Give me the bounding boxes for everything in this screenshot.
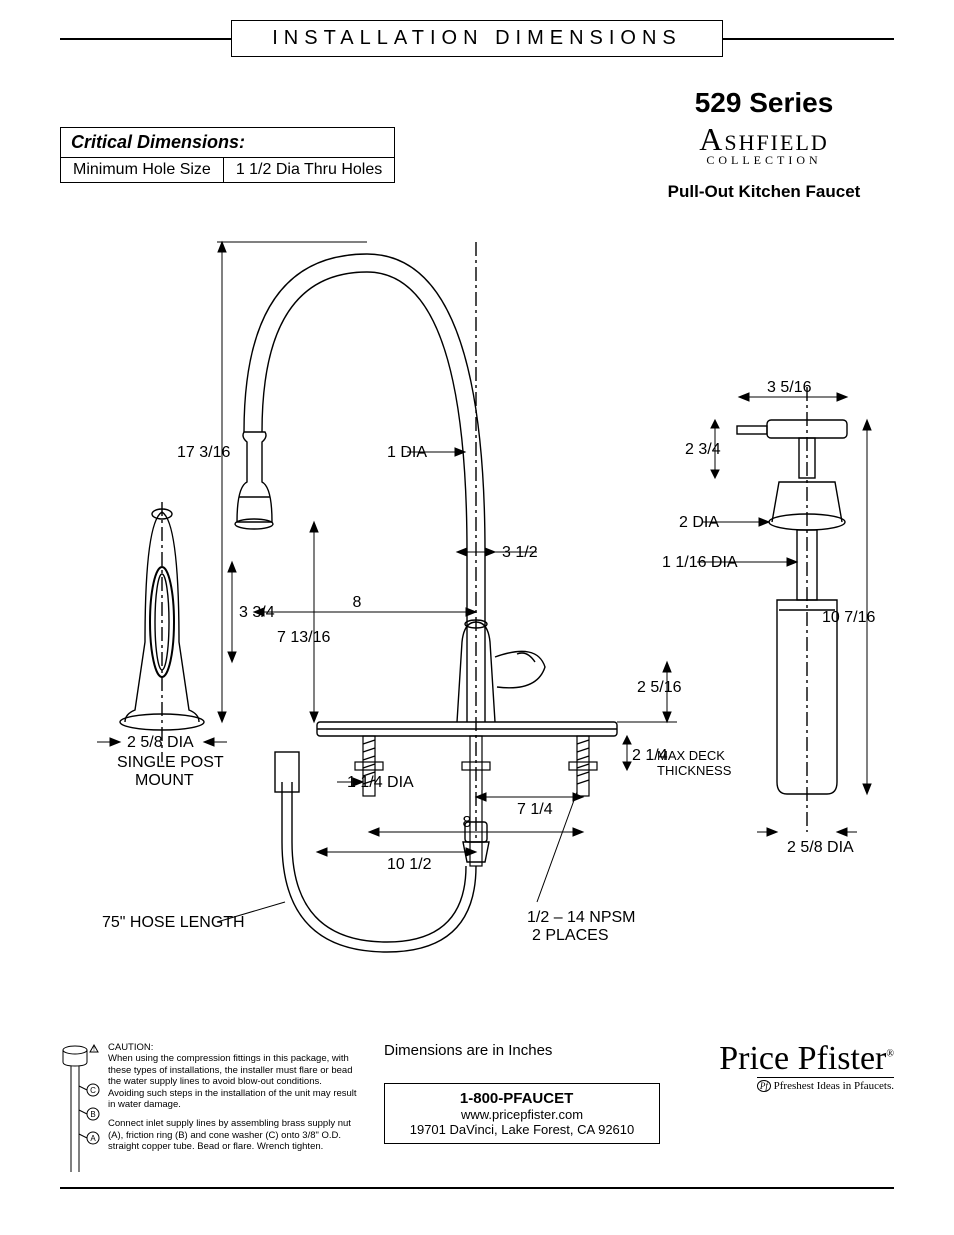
dim-spout-reach: 8 bbox=[353, 594, 362, 611]
dim-deck-l1: MAX DECK bbox=[657, 748, 725, 763]
dim-disp-base: 2 5/8 DIA bbox=[787, 839, 854, 856]
contact-address: 19701 DaVinci, Lake Forest, CA 92610 bbox=[410, 1122, 635, 1137]
header-rule-right bbox=[723, 38, 894, 40]
series-title: 529 Series bbox=[634, 87, 894, 119]
faucet-diagram: 17 3/16 1 DIA 3 1/2 8 3 3/4 7 13/16 2 5/… bbox=[67, 222, 887, 1012]
dim-flange: 2 5/16 bbox=[637, 679, 682, 696]
dim-hose: 75" HOSE LENGTH bbox=[102, 914, 245, 931]
footer-rule bbox=[60, 1187, 894, 1189]
dim-plate-half: 10 1/2 bbox=[387, 856, 432, 873]
contact-url: www.pricepfister.com bbox=[461, 1107, 583, 1122]
dim-center8: 8 bbox=[463, 814, 472, 831]
critical-dimensions-heading: Critical Dimensions: bbox=[61, 128, 395, 158]
svg-text:!: ! bbox=[93, 1046, 95, 1053]
dim-disp-w: 3 5/16 bbox=[767, 379, 812, 396]
dim-inlet-dia: 1 1/4 DIA bbox=[347, 774, 414, 791]
brand-tagline: Pf Pfreshest Ideas in Pfaucets. bbox=[757, 1077, 894, 1092]
header-band: INSTALLATION DIMENSIONS bbox=[60, 20, 894, 57]
dim-spout-height: 17 3/16 bbox=[177, 444, 230, 461]
dim-sp-dia: 2 5/8 DIA bbox=[127, 734, 194, 751]
brand-block: Price Pfister® Pf Pfreshest Ideas in Pfa… bbox=[684, 1042, 894, 1094]
table-row: Minimum Hole Size 1 1/2 Dia Thru Holes bbox=[61, 158, 395, 183]
icon-letter-b: B bbox=[90, 1110, 95, 1119]
dim-deck-l2: THICKNESS bbox=[657, 763, 732, 778]
dim-thread: 1/2 – 14 NPSM bbox=[527, 909, 636, 926]
fitting-icon: ! C B A bbox=[60, 1042, 100, 1182]
dim-thread2: 2 PLACES bbox=[532, 927, 608, 944]
diagram-container: 17 3/16 1 DIA 3 1/2 8 3 3/4 7 13/16 2 5/… bbox=[60, 222, 894, 1012]
caution-heading: CAUTION: bbox=[108, 1042, 360, 1053]
critical-dimensions-table: Critical Dimensions: Minimum Hole Size 1… bbox=[60, 127, 395, 183]
brand-name: Price Pfister® bbox=[684, 1042, 894, 1076]
top-row: Critical Dimensions: Minimum Hole Size 1… bbox=[60, 87, 894, 202]
product-block: 529 Series Ashfield COLLECTION Pull-Out … bbox=[634, 87, 894, 202]
dim-base-width: 3 1/2 bbox=[502, 544, 538, 561]
caution-body: When using the compression fittings in t… bbox=[108, 1053, 360, 1110]
collection-sub: COLLECTION bbox=[634, 153, 894, 168]
crit-label: Minimum Hole Size bbox=[61, 158, 224, 183]
caution-column: ! C B A CAUTION: When using the compress… bbox=[60, 1042, 360, 1185]
icon-letter-a: A bbox=[90, 1134, 96, 1143]
contact-phone: 1-800-PFAUCET bbox=[460, 1090, 573, 1107]
dim-handle-height: 3 3/4 bbox=[239, 604, 275, 621]
collection-name: Ashfield bbox=[634, 123, 894, 155]
dim-disp-h: 10 7/16 bbox=[822, 609, 875, 626]
footer-mid: Dimensions are in Inches 1-800-PFAUCET w… bbox=[384, 1042, 660, 1144]
product-subtitle: Pull-Out Kitchen Faucet bbox=[634, 182, 894, 202]
dim-sp1: SINGLE POST bbox=[117, 754, 224, 771]
footer: ! C B A CAUTION: When using the compress… bbox=[60, 1042, 894, 1185]
crit-value: 1 1/2 Dia Thru Holes bbox=[223, 158, 394, 183]
caution-icons: ! C B A bbox=[60, 1042, 100, 1185]
icon-letter-c: C bbox=[90, 1086, 96, 1095]
dim-base-height: 7 13/16 bbox=[277, 629, 330, 646]
dim-disp-stem: 1 1/16 DIA bbox=[662, 554, 738, 571]
dim-disp-head: 2 3/4 bbox=[685, 441, 721, 458]
page-title: INSTALLATION DIMENSIONS bbox=[231, 20, 723, 57]
dim-sp2: MOUNT bbox=[135, 772, 194, 789]
dim-disp-body: 2 DIA bbox=[679, 514, 719, 531]
caution-text: CAUTION: When using the compression fitt… bbox=[108, 1042, 360, 1185]
dim-spout-dia: 1 DIA bbox=[387, 444, 427, 461]
page: INSTALLATION DIMENSIONS Critical Dimensi… bbox=[0, 0, 954, 1219]
dimensions-note: Dimensions are in Inches bbox=[384, 1042, 660, 1059]
dim-inlet-center: 7 1/4 bbox=[517, 801, 553, 818]
header-rule-left bbox=[60, 38, 231, 40]
contact-box: 1-800-PFAUCET www.pricepfister.com 19701… bbox=[384, 1083, 660, 1144]
connect-body: Connect inlet supply lines by assembling… bbox=[108, 1118, 360, 1152]
